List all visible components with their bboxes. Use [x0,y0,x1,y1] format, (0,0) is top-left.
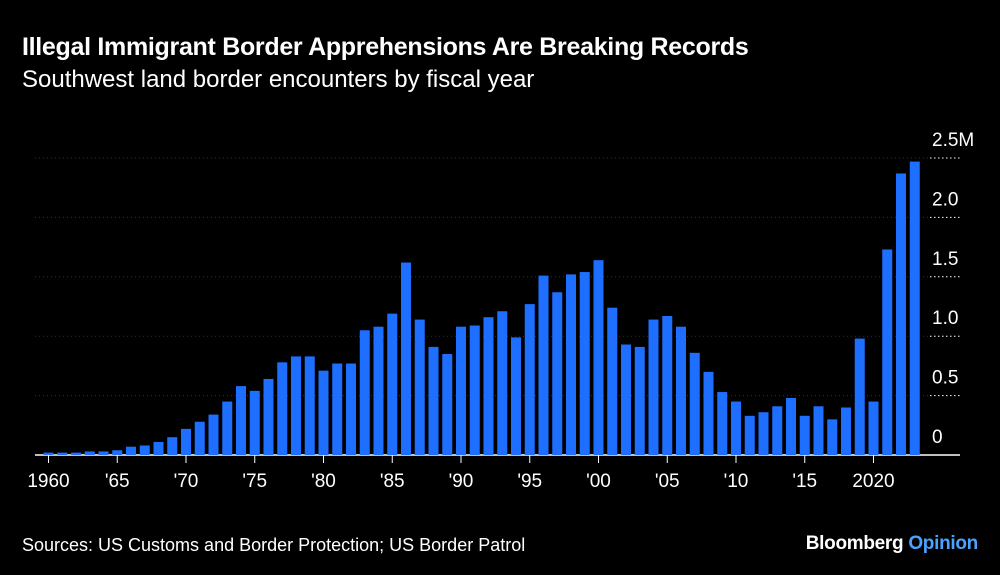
bar-2019 [854,338,865,455]
bar-1960 [43,452,54,455]
bar-2004 [648,319,659,455]
bar-1972 [208,414,219,455]
bar-1978 [291,356,301,455]
bar-1975 [249,390,260,455]
source-note: Sources: US Customs and Border Protectio… [22,535,526,555]
y-tick-label: 0 [932,427,943,448]
bar-1993 [497,311,508,455]
bar-1986 [401,262,411,455]
bar-2000 [593,260,604,455]
bars [43,161,920,455]
bar-1987 [414,319,425,455]
bar-2007 [689,352,700,455]
x-axis-ticks [48,455,874,463]
x-tick-label: '70 [174,471,199,492]
bar-1996 [538,275,549,455]
x-tick-label: '95 [517,471,542,492]
bar-1974 [236,386,246,455]
x-tick-label: '00 [586,471,611,492]
bar-2006 [676,326,686,455]
bar-2009 [717,392,728,455]
x-tick-label: '05 [655,471,680,492]
bar-2013 [772,406,783,455]
bar-1973 [222,401,233,455]
bar-2010 [731,401,741,455]
bar-2002 [621,344,631,455]
bar-1989 [442,354,453,455]
bar-1984 [373,326,384,455]
bar-2012 [758,412,769,455]
bar-1964 [98,451,109,455]
bar-1961 [57,452,68,455]
brand-accent: Opinion [908,533,978,554]
bar-1971 [194,421,205,455]
bar-2001 [607,307,618,455]
x-tick-label: 2020 [852,471,894,492]
bar-1966 [126,446,136,455]
bar-1969 [167,437,178,455]
bar-2021 [882,249,893,455]
bar-1983 [359,330,370,455]
chart-subtitle: Southwest land border encounters by fisc… [22,66,535,93]
y-axis-labels: 0 0.5 1.0 1.5 2.0 2.5M [932,130,974,448]
bar-2015 [799,415,810,455]
bar-1963 [84,451,95,455]
bar-1982 [346,363,356,455]
y-tick-label: 2.0 [932,189,958,210]
bar-2005 [662,316,673,455]
bar-1976 [263,378,274,455]
bar-1981 [332,363,343,455]
bar-1965 [112,450,123,455]
bar-1990 [456,326,466,455]
bar-1994 [511,337,521,455]
bar-1967 [139,445,150,455]
bar-1997 [552,292,563,455]
bar-1988 [428,346,439,455]
chart-title: Illegal Immigrant Border Apprehensions A… [22,33,749,61]
bar-2017 [827,419,838,455]
y-tick-label: 1.0 [932,308,958,329]
x-tick-label: '75 [242,471,267,492]
bar-2022 [896,173,906,455]
bar-2023 [909,161,920,455]
x-tick-label: '80 [311,471,336,492]
bar-1991 [469,325,480,455]
x-tick-label: 1960 [27,471,69,492]
y-tick-label: 2.5M [932,130,974,151]
bar-2018 [841,407,851,455]
bar-2016 [813,406,824,455]
brand-main: Bloomberg [805,533,904,554]
x-tick-label: '65 [105,471,130,492]
bar-2003 [634,346,645,455]
y-tick-label: 0.5 [932,368,958,389]
bar-1980 [318,370,329,455]
bar-1979 [304,356,315,455]
bar-1995 [524,304,535,455]
bar-2011 [744,415,755,455]
bar-2020 [868,401,879,455]
x-axis-labels: 1960 '65 '70 '75 '80 '85 '90 '95 '00 '05 '10 '15 202… [27,471,894,492]
x-tick-label: '15 [792,471,817,492]
brand-logo: Bloomberg Opinion [805,533,979,555]
bar-1968 [153,441,164,455]
bar-1977 [277,362,288,455]
bar-1962 [71,452,81,455]
bar-1999 [579,272,590,455]
y-tick-label: 1.5 [932,249,958,270]
bar-1992 [483,317,494,455]
x-tick-label: '90 [449,471,474,492]
x-tick-label: '10 [724,471,749,492]
bar-1998 [566,274,576,455]
bar-2014 [786,397,796,455]
bar-1985 [387,313,398,455]
x-tick-label: '85 [380,471,405,492]
bar-1970 [181,428,191,455]
bar-2008 [703,371,714,455]
